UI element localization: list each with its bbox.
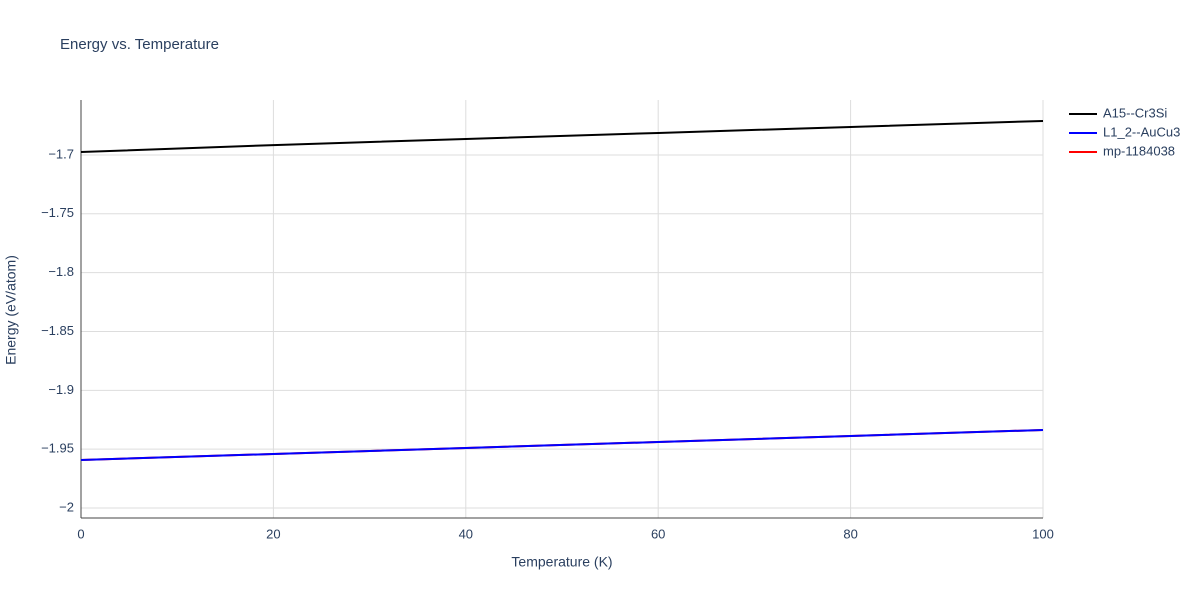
y-tick-label: −1.9 <box>48 382 74 397</box>
series-line <box>80 428 1044 461</box>
grid <box>80 100 1044 518</box>
legend-label: A15--Cr3Si <box>1103 105 1167 120</box>
y-tick-label: −1.85 <box>41 323 74 338</box>
x-tick-label: 100 <box>1032 526 1054 541</box>
x-tick-label: 0 <box>77 526 84 541</box>
y-tick-label: −1.8 <box>48 264 74 279</box>
series-line <box>80 119 1044 154</box>
legend-label: L1_2--AuCu3 <box>1103 124 1180 139</box>
y-tick-label: −1.7 <box>48 146 74 161</box>
y-tick-label: −2 <box>59 499 74 514</box>
x-tick-label: 60 <box>651 526 665 541</box>
x-tick-label: 20 <box>266 526 280 541</box>
y-tick-label: −1.95 <box>41 441 74 456</box>
y-tick-label: −1.75 <box>41 205 74 220</box>
chart-title: Energy vs. Temperature <box>60 36 219 53</box>
legend-label: mp-1184038 <box>1103 143 1175 158</box>
x-tick-label: 80 <box>843 526 857 541</box>
y-axis-label: Energy (eV/atom) <box>3 255 19 365</box>
x-tick-label: 40 <box>459 526 473 541</box>
x-axis-label: Temperature (K) <box>511 554 612 570</box>
